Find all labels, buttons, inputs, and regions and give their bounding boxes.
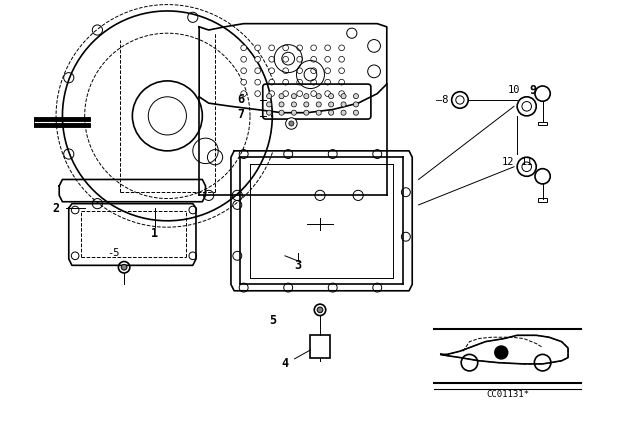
Circle shape xyxy=(285,118,297,129)
Circle shape xyxy=(283,45,289,51)
Text: 9: 9 xyxy=(529,84,536,97)
Circle shape xyxy=(324,45,330,51)
Text: 4: 4 xyxy=(282,358,289,370)
Circle shape xyxy=(339,91,344,96)
Circle shape xyxy=(311,68,317,73)
Circle shape xyxy=(324,56,330,62)
Circle shape xyxy=(241,68,246,73)
Circle shape xyxy=(291,110,296,115)
Circle shape xyxy=(311,91,317,96)
Text: 12: 12 xyxy=(501,157,514,167)
Circle shape xyxy=(339,79,344,85)
Circle shape xyxy=(297,91,303,96)
Bar xyxy=(310,335,330,358)
Bar xyxy=(538,198,547,202)
Circle shape xyxy=(241,79,246,85)
Circle shape xyxy=(283,68,289,73)
Circle shape xyxy=(255,91,260,96)
Circle shape xyxy=(353,110,358,115)
Text: 1: 1 xyxy=(151,227,158,240)
Bar xyxy=(538,121,547,125)
Circle shape xyxy=(267,110,271,115)
Circle shape xyxy=(283,56,289,62)
Circle shape xyxy=(316,94,321,99)
Circle shape xyxy=(255,45,260,51)
Circle shape xyxy=(267,94,271,99)
Circle shape xyxy=(241,91,246,96)
Text: 10: 10 xyxy=(508,86,520,95)
Circle shape xyxy=(341,110,346,115)
Text: 11: 11 xyxy=(520,157,533,167)
Circle shape xyxy=(328,94,333,99)
Circle shape xyxy=(241,45,246,51)
Circle shape xyxy=(353,102,358,107)
Circle shape xyxy=(297,56,303,62)
Circle shape xyxy=(291,102,296,107)
Circle shape xyxy=(255,56,260,62)
Text: CC01131*: CC01131* xyxy=(486,390,529,399)
Circle shape xyxy=(304,94,309,99)
Circle shape xyxy=(121,264,127,270)
Circle shape xyxy=(279,110,284,115)
Text: 5: 5 xyxy=(269,314,276,327)
Circle shape xyxy=(339,56,344,62)
Text: —8: —8 xyxy=(436,95,449,105)
Circle shape xyxy=(297,45,303,51)
Circle shape xyxy=(341,102,346,107)
Circle shape xyxy=(255,68,260,73)
Circle shape xyxy=(328,102,333,107)
Circle shape xyxy=(269,79,275,85)
Circle shape xyxy=(317,307,323,313)
Circle shape xyxy=(269,45,275,51)
Circle shape xyxy=(267,102,271,107)
Circle shape xyxy=(269,68,275,73)
Circle shape xyxy=(269,56,275,62)
Circle shape xyxy=(324,68,330,73)
Circle shape xyxy=(269,91,275,96)
Text: 6: 6 xyxy=(237,94,244,107)
Circle shape xyxy=(324,91,330,96)
Circle shape xyxy=(255,79,260,85)
Circle shape xyxy=(297,68,303,73)
Circle shape xyxy=(311,79,317,85)
Circle shape xyxy=(241,56,246,62)
Circle shape xyxy=(304,110,309,115)
Circle shape xyxy=(495,346,508,359)
Circle shape xyxy=(341,94,346,99)
Circle shape xyxy=(283,79,289,85)
Circle shape xyxy=(353,94,358,99)
Circle shape xyxy=(283,91,289,96)
Circle shape xyxy=(311,45,317,51)
Circle shape xyxy=(339,68,344,73)
Circle shape xyxy=(328,110,333,115)
Text: 2: 2 xyxy=(52,202,60,215)
Circle shape xyxy=(279,102,284,107)
Circle shape xyxy=(279,94,284,99)
Circle shape xyxy=(297,79,303,85)
Text: 7: 7 xyxy=(237,108,244,121)
Circle shape xyxy=(339,45,344,51)
Circle shape xyxy=(324,79,330,85)
Text: 3: 3 xyxy=(294,259,301,272)
Circle shape xyxy=(304,102,309,107)
Text: -5: -5 xyxy=(107,248,120,258)
Circle shape xyxy=(316,102,321,107)
Circle shape xyxy=(291,94,296,99)
Circle shape xyxy=(289,121,294,126)
Circle shape xyxy=(311,56,317,62)
Circle shape xyxy=(316,110,321,115)
